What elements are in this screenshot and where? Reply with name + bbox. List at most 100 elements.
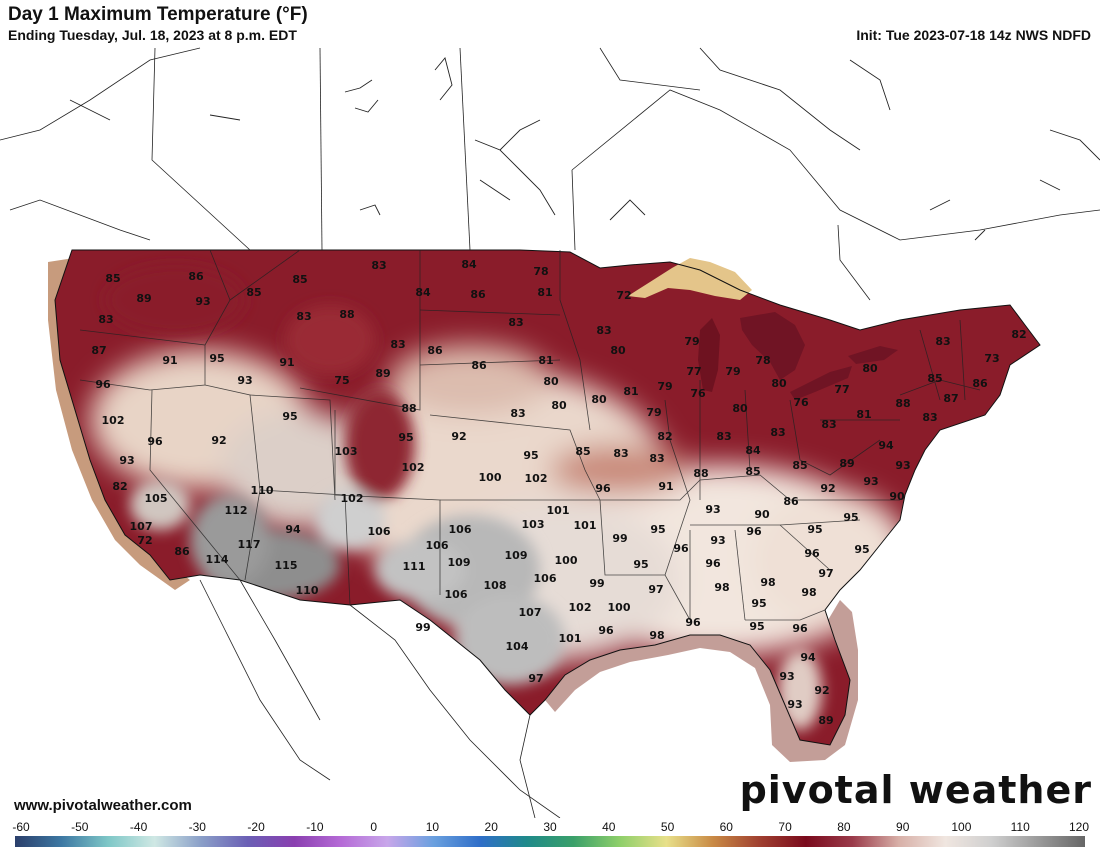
temp-label: 95 (209, 352, 224, 365)
temp-label: 89 (375, 367, 390, 380)
lake-michigan (698, 318, 720, 392)
temp-label: 95 (282, 410, 297, 423)
temp-label: 98 (649, 629, 664, 642)
temp-label: 80 (591, 393, 607, 406)
neighbor-borders (0, 47, 1100, 818)
temp-label: 88 (693, 467, 708, 480)
temp-label: 95 (523, 449, 538, 462)
colorbar-tick-label: 40 (602, 820, 616, 834)
temp-label: 80 (543, 375, 559, 388)
temp-label: 83 (390, 338, 405, 351)
temp-label: 92 (814, 684, 829, 697)
temp-label: 81 (856, 408, 871, 421)
temp-label: 93 (119, 454, 134, 467)
temp-label: 96 (147, 435, 163, 448)
temp-label: 101 (559, 632, 582, 645)
temp-label: 101 (574, 519, 597, 532)
temp-label: 97 (528, 672, 543, 685)
temp-label: 96 (746, 525, 762, 538)
temp-label: 95 (633, 558, 648, 571)
colorbar-tick-label: -20 (247, 820, 265, 834)
colorbar: -60 -50 -40 -30 -20 -10 0 10 20 30 40 50 60 70 80 90 100… (12, 820, 1089, 847)
temp-label: 96 (804, 547, 820, 560)
temp-label: 85 (292, 273, 307, 286)
colorbar-tick-label: -60 (12, 820, 30, 834)
temp-label: 83 (596, 324, 611, 337)
temp-label: 87 (943, 392, 958, 405)
temp-label: 86 (174, 545, 190, 558)
temp-label: 83 (371, 259, 386, 272)
temp-label: 84 (745, 444, 761, 457)
temp-label: 106 (426, 539, 449, 552)
temp-label: 92 (820, 482, 835, 495)
temp-label: 78 (755, 354, 770, 367)
temp-label: 94 (285, 523, 301, 536)
temp-label: 112 (225, 504, 248, 517)
temp-label: 102 (102, 414, 125, 427)
colorbar-tick-label: -10 (306, 820, 324, 834)
colorbar-tick-label: 120 (1069, 820, 1089, 834)
temp-label: 99 (589, 577, 604, 590)
temp-label: 76 (793, 396, 809, 409)
temp-label: 114 (206, 553, 229, 566)
temp-label: 110 (251, 484, 274, 497)
temp-label: 106 (449, 523, 472, 536)
gulf-coast-halo (545, 600, 858, 762)
temp-label: 72 (137, 534, 152, 547)
temp-label: 80 (862, 362, 878, 375)
temp-label: 94 (878, 439, 894, 452)
model-init-label: Init: Tue 2023-07-18 14z NWS NDFD (856, 27, 1091, 43)
temp-label: 81 (623, 385, 638, 398)
temp-label: 83 (935, 335, 950, 348)
temp-label: 88 (339, 308, 354, 321)
temp-label: 88 (401, 402, 416, 415)
temp-label: 80 (551, 399, 567, 412)
temp-label: 99 (612, 532, 627, 545)
temp-label: 86 (470, 288, 486, 301)
temp-label: 95 (398, 431, 413, 444)
temp-label: 92 (211, 434, 226, 447)
temp-label: 77 (686, 365, 701, 378)
temp-label: 83 (510, 407, 525, 420)
temp-label: 82 (112, 480, 127, 493)
colorbar-tick-label: 50 (661, 820, 675, 834)
temp-label: 95 (650, 523, 665, 536)
temp-label: 75 (334, 374, 349, 387)
temp-label: 106 (534, 572, 557, 585)
colorbar-ticks: -60 -50 -40 -30 -20 -10 0 10 20 30 40 50 60 70 80 90 100… (12, 820, 1089, 834)
temp-label: 72 (616, 289, 631, 302)
temp-label: 96 (685, 616, 701, 629)
temp-label: 86 (188, 270, 204, 283)
temp-label: 85 (927, 372, 942, 385)
temp-label: 85 (575, 445, 590, 458)
temp-label: 87 (91, 344, 106, 357)
colorbar-tick-label: 70 (778, 820, 792, 834)
temp-label: 91 (279, 356, 294, 369)
website-label: www.pivotalweather.com (14, 797, 192, 814)
temp-label: 103 (522, 518, 545, 531)
temp-label: 98 (760, 576, 775, 589)
temp-label: 95 (751, 597, 766, 610)
map-title: Day 1 Maximum Temperature (°F) (8, 4, 308, 25)
temp-label: 96 (705, 557, 721, 570)
temp-label: 82 (657, 430, 672, 443)
northern-lakes (69, 47, 1100, 241)
temp-label: 79 (725, 365, 740, 378)
temp-label: 86 (471, 359, 487, 372)
temp-label: 117 (238, 538, 261, 551)
temp-label: 102 (525, 472, 548, 485)
temp-label: 111 (403, 560, 426, 573)
temp-label: 78 (533, 265, 548, 278)
temp-label: 76 (690, 387, 706, 400)
temp-label: 84 (415, 286, 431, 299)
temp-label: 101 (547, 504, 570, 517)
header-bar: Day 1 Maximum Temperature (°F) Ending Tu… (0, 0, 1100, 46)
temp-label: 102 (341, 492, 364, 505)
temp-label: 85 (105, 272, 120, 285)
temp-label: 102 (402, 461, 425, 474)
temp-label: 106 (445, 588, 468, 601)
temp-label: 93 (895, 459, 910, 472)
temp-label: 94 (800, 651, 816, 664)
temp-label: 108 (484, 579, 507, 592)
temp-label: 79 (657, 380, 672, 393)
